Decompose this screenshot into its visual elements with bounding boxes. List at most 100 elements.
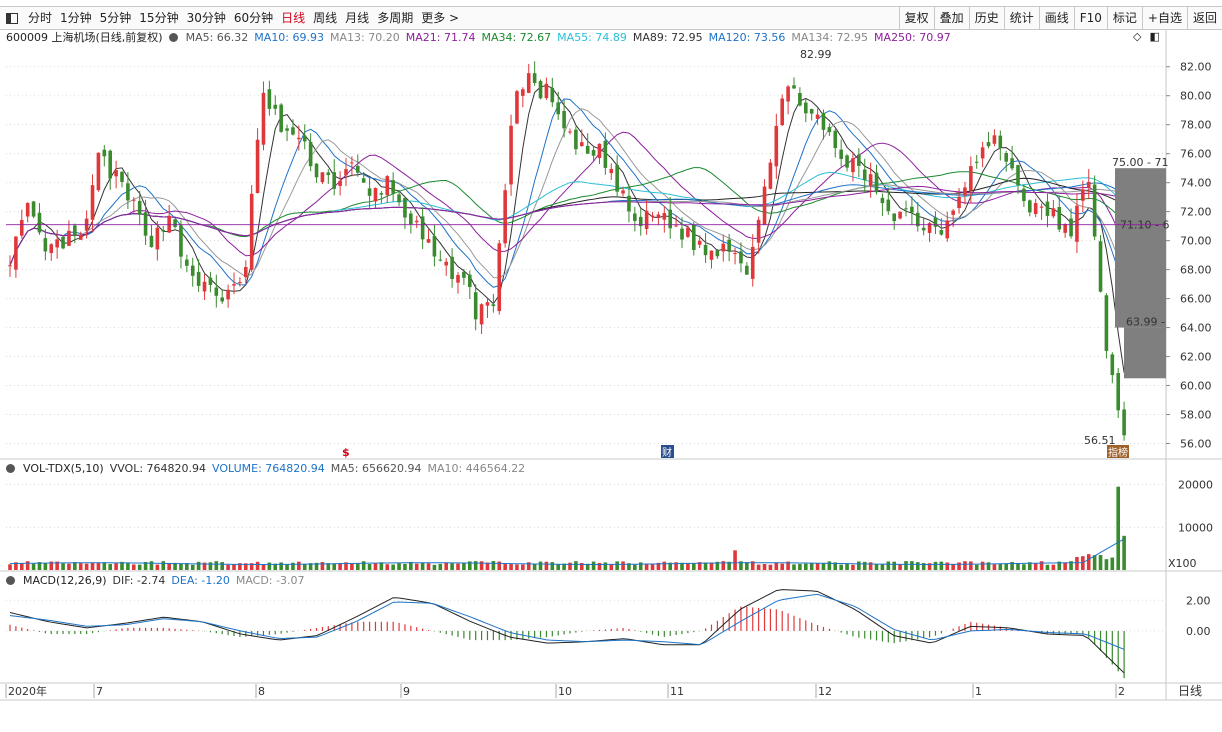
volume-bar — [786, 561, 790, 570]
candle-body — [355, 165, 360, 173]
price-tick-label: 72.00 — [1180, 206, 1212, 219]
macd-settings-icon[interactable] — [6, 575, 15, 585]
volume-bar — [385, 564, 390, 570]
settings-circle-icon[interactable] — [168, 32, 178, 42]
toolbar-button-1[interactable]: 叠加 — [933, 7, 969, 29]
volume-bar — [821, 563, 826, 570]
candle-body — [1098, 241, 1103, 292]
volume-settings-icon[interactable] — [6, 463, 15, 473]
period-tab-2[interactable]: 5分钟 — [99, 11, 132, 25]
volume-bar — [780, 563, 785, 570]
candle-body — [821, 112, 826, 130]
candle-body — [638, 216, 643, 227]
period-tab-10[interactable]: 更多 > — [421, 11, 460, 25]
period-tab-0[interactable]: 分时 — [28, 11, 53, 25]
macd-tick-label: 0.00 — [1186, 625, 1211, 638]
volume-bar — [745, 562, 749, 570]
period-tab-5[interactable]: 60分钟 — [233, 11, 274, 25]
candle-body — [621, 190, 625, 194]
volume-bar — [279, 562, 283, 570]
volume-bar — [633, 564, 637, 570]
toolbar-button-4[interactable]: 画线 — [1038, 7, 1074, 29]
candle-body — [768, 162, 773, 189]
volume-bar — [1051, 564, 1056, 570]
volume-bar — [273, 563, 278, 570]
volume-legend-title: VOL-TDX(5,10) — [23, 461, 104, 475]
volume-bar — [815, 563, 820, 570]
volume-bar — [1116, 486, 1121, 570]
candle-body — [568, 131, 572, 133]
volume-bar — [108, 563, 113, 570]
candle-body — [267, 89, 272, 109]
layout-toggle-icon[interactable] — [6, 12, 18, 24]
volume-bar — [556, 564, 561, 570]
period-tab-8[interactable]: 月线 — [345, 11, 370, 25]
candle-body — [332, 172, 337, 189]
volume-bar — [308, 563, 313, 570]
range-label-bottom: 63.99 - — [1126, 316, 1165, 329]
macd-legend-item-0: DIF: -2.74 — [112, 573, 166, 587]
candle-body — [1022, 188, 1026, 202]
volume-bar — [739, 561, 743, 570]
panel-toggle-icon[interactable]: ◧ — [1149, 30, 1160, 43]
volume-bar — [650, 564, 655, 570]
toolbar-button-6[interactable]: 标记 — [1106, 7, 1142, 29]
toolbar-button-0[interactable]: 复权 — [898, 7, 934, 29]
period-tab-7[interactable]: 周线 — [313, 11, 338, 25]
volume-bar — [839, 564, 843, 570]
candle-body — [67, 230, 71, 246]
volume-bar — [1010, 561, 1014, 570]
volume-bar — [332, 563, 337, 570]
period-tab-4[interactable]: 30分钟 — [186, 11, 226, 25]
volume-bar — [768, 564, 773, 570]
candle-body — [255, 139, 260, 194]
candle-body — [792, 85, 796, 89]
period-tab-6[interactable]: 日线 — [281, 11, 306, 25]
toolbar-button-7[interactable]: +自选 — [1141, 7, 1187, 29]
candle-body — [921, 227, 926, 231]
macd-legend-items: DIF: -2.74 DEA: -1.20 MACD: -3.07 — [113, 574, 305, 587]
volume-bar — [957, 562, 961, 570]
diamond-icon[interactable]: ◇ — [1133, 30, 1142, 43]
candle-body — [1092, 184, 1097, 237]
event-marker-rank: 指榜 — [1108, 446, 1128, 459]
volume-bar — [703, 562, 708, 570]
toolbar-button-3[interactable]: 统计 — [1003, 7, 1039, 29]
candle-body — [462, 271, 466, 278]
period-tab-1[interactable]: 1分钟 — [60, 11, 92, 25]
candle-body — [149, 235, 154, 248]
candle-body — [833, 130, 838, 149]
toolbar-button-2[interactable]: 历史 — [968, 7, 1004, 29]
range-label-top: 75.00 - 71 — [1112, 156, 1168, 169]
period-tab-9[interactable]: 多周期 — [377, 11, 414, 25]
volume-bar — [644, 563, 649, 570]
volume-bar — [915, 562, 920, 570]
volume-bar — [921, 563, 926, 570]
volume-bar — [1039, 561, 1044, 570]
price-tick-label: 70.00 — [1180, 235, 1212, 248]
volume-bar — [686, 563, 690, 570]
volume-bar — [597, 562, 602, 570]
toolbar-button-5[interactable]: F10 — [1073, 7, 1107, 29]
volume-bar — [1122, 535, 1126, 570]
toolbar-button-8[interactable]: 返回 — [1186, 7, 1222, 29]
candle-body — [898, 211, 902, 219]
candle-body — [585, 145, 590, 154]
volume-bar — [798, 563, 802, 570]
ma-line-120 — [9, 182, 1125, 266]
volume-bar — [61, 563, 65, 570]
period-tab-3[interactable]: 15分钟 — [139, 11, 179, 25]
candle-body — [232, 284, 236, 286]
candle-body — [974, 161, 979, 163]
candle-body — [686, 227, 690, 237]
volume-bar — [232, 564, 236, 570]
candle-body — [344, 169, 348, 176]
candle-body — [61, 236, 65, 249]
candle-body — [809, 109, 814, 114]
volume-unit-label: X100 — [1168, 557, 1197, 570]
volume-bar — [438, 563, 443, 570]
x-axis-label: 2020年 — [8, 684, 47, 698]
candle-body — [208, 277, 213, 285]
candle-body — [314, 163, 319, 178]
